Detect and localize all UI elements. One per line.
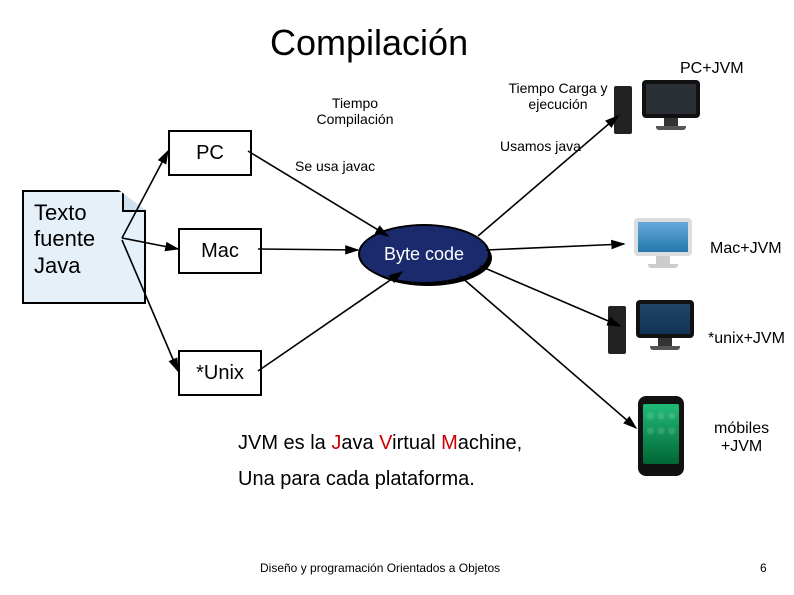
- label-mobile-jvm: móbiles +JVM: [714, 420, 769, 456]
- label-tiempo-carga: Tiempo Carga y ejecución: [488, 80, 628, 112]
- jvm-ava: ava: [341, 432, 379, 454]
- node-source-label: Texto fuente Java: [34, 200, 95, 278]
- jvm-irtual: irtual: [392, 432, 441, 454]
- label-pc-jvm: PC+JVM: [680, 60, 744, 78]
- footer-text: Diseño y programación Orientados a Objet…: [260, 561, 500, 575]
- page-number: 6: [760, 561, 767, 575]
- node-bytecode-label: Byte code: [384, 244, 464, 265]
- label-mac-jvm: Mac+JVM: [710, 240, 782, 258]
- label-usamos-java: Usamos java: [500, 138, 581, 154]
- node-compiler-unix: *Unix: [178, 350, 262, 396]
- image-pc: [636, 80, 706, 140]
- label-se-usa-javac: Se usa javac: [295, 158, 375, 174]
- node-compiler-mac: Mac: [178, 228, 262, 274]
- node-bytecode: Byte code: [358, 224, 490, 284]
- node-compiler-mac-label: Mac: [201, 240, 239, 263]
- node-compiler-pc: PC: [168, 130, 252, 176]
- jvm-achine: achine,: [458, 432, 523, 454]
- text-jvm-definition: JVM es la Java Virtual Machine,: [238, 432, 522, 455]
- page-title: Compilación: [270, 22, 468, 64]
- text-jvm-subline: Una para cada plataforma.: [238, 468, 475, 491]
- image-mac: [628, 218, 698, 278]
- jvm-pre: JVM es la: [238, 432, 331, 454]
- jvm-j: J: [331, 432, 341, 454]
- jvm-m: M: [441, 432, 458, 454]
- node-source-java: Texto fuente Java: [22, 190, 146, 304]
- label-tiempo-compilacion: Tiempo Compilación: [300, 95, 410, 127]
- jvm-v: V: [379, 432, 392, 454]
- node-compiler-unix-label: *Unix: [196, 362, 244, 385]
- label-unix-jvm: *unix+JVM: [708, 330, 785, 348]
- image-unix: [630, 300, 700, 360]
- node-compiler-pc-label: PC: [196, 142, 224, 165]
- image-mobile: [638, 396, 684, 476]
